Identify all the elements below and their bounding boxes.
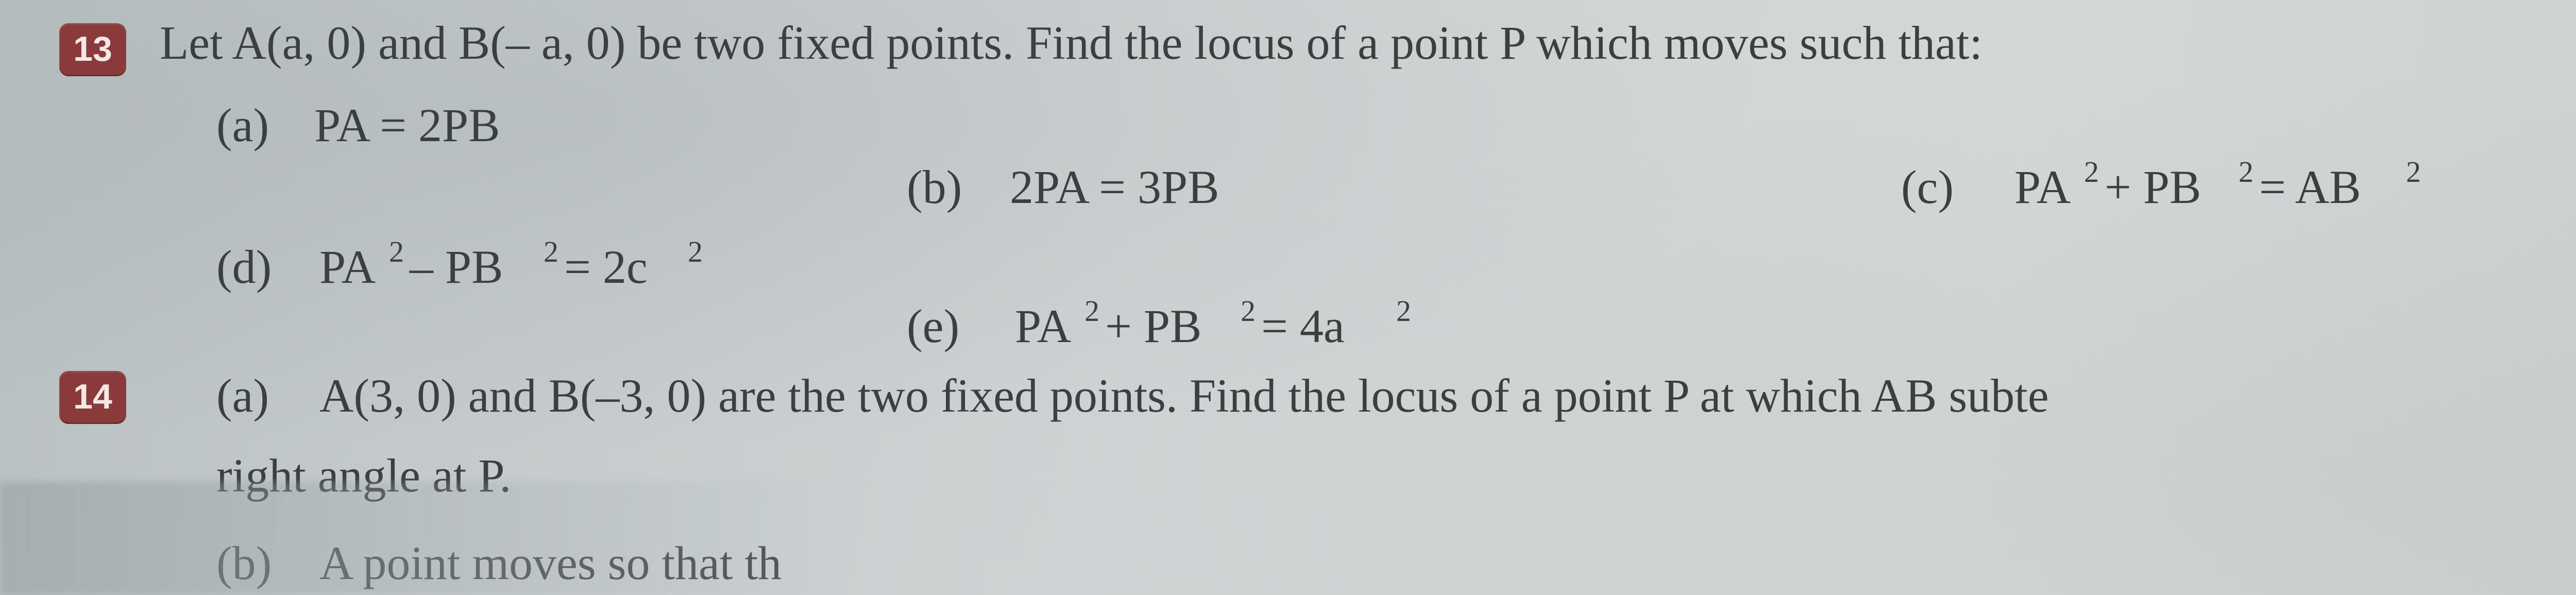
q13-option-c-pa: PA xyxy=(2014,160,2071,214)
q13-option-e-sq3: 2 xyxy=(1396,294,1411,328)
question-number-badge-14: 14 xyxy=(59,371,126,422)
q13-option-e-sq2: 2 xyxy=(1241,294,1256,328)
question-number-badge-13: 13 xyxy=(59,23,126,75)
q13-option-d-sq2: 2 xyxy=(544,234,558,269)
q14-option-a-line1: A(3, 0) and B(–3, 0) are the two fixed p… xyxy=(319,368,2049,423)
page-blur-vignette xyxy=(0,482,824,595)
q13-option-e-plus: + PB xyxy=(1105,299,1201,353)
q13-option-a-label: (a) xyxy=(216,98,269,152)
q13-stem: Let A(a, 0) and B(– a, 0) be two fixed p… xyxy=(160,15,1982,70)
q13-option-d-label: (d) xyxy=(216,240,272,294)
q14-option-a-label: (a) xyxy=(216,368,269,423)
q13-option-c-sq1: 2 xyxy=(2084,155,2099,189)
q13-option-e-pa: PA xyxy=(1015,299,1071,353)
q13-option-d-eq: = 2c xyxy=(564,240,648,294)
q13-option-c-sq2: 2 xyxy=(2239,155,2253,189)
q13-option-d-sq1: 2 xyxy=(389,234,404,269)
q13-option-d-pa: PA xyxy=(319,240,376,294)
q13-option-c-label: (c) xyxy=(1901,160,1954,214)
q13-option-b-label: (b) xyxy=(907,160,962,214)
q13-option-d-minus: – PB xyxy=(410,240,503,294)
q13-option-a-body: PA = 2PB xyxy=(314,98,500,152)
q13-option-d-sq3: 2 xyxy=(688,234,703,269)
q13-option-e-eq: = 4a xyxy=(1261,299,1345,353)
q13-option-e-sq1: 2 xyxy=(1084,294,1099,328)
q13-option-b-body: 2PA = 3PB xyxy=(1010,160,1219,214)
q13-option-c-plus: + PB xyxy=(2105,160,2201,214)
q13-option-c-eq: = AB xyxy=(2259,160,2361,214)
q13-option-c-sq3: 2 xyxy=(2406,155,2421,189)
q13-option-e-label: (e) xyxy=(907,299,959,353)
